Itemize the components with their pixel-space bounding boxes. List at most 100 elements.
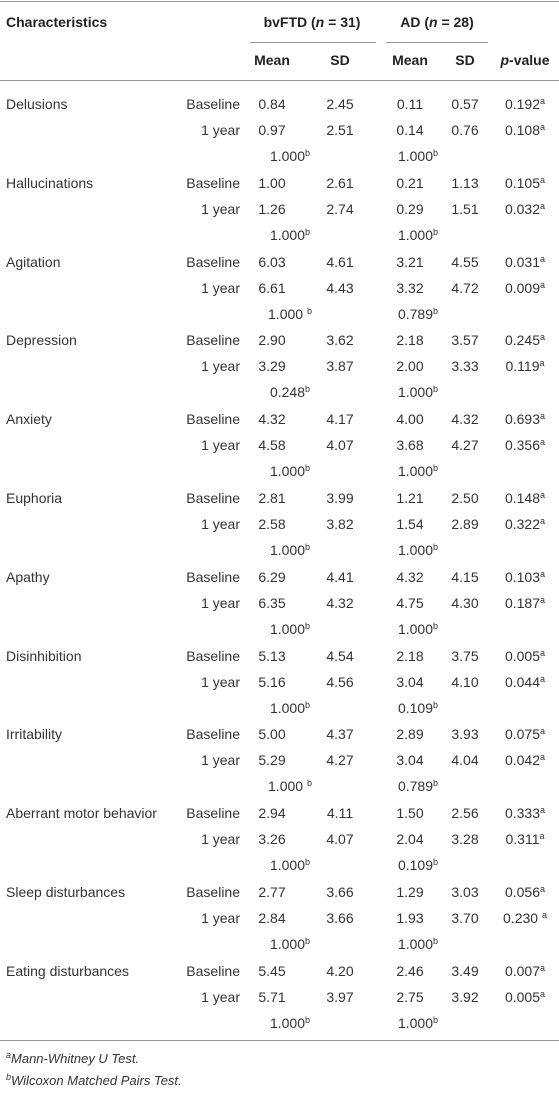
cell-value: 4.32 [451, 410, 478, 428]
within-p-value: 1.000b [398, 1014, 438, 1032]
cell-value: 4.43 [326, 279, 353, 297]
text: 2.90 [258, 332, 286, 349]
cell-value: 5.00 [258, 725, 285, 743]
cell-value: 3.93 [451, 725, 478, 743]
text: 1.50 [396, 805, 424, 822]
text: Baseline [186, 174, 240, 191]
text: 4.20 [326, 962, 354, 979]
text: 2.56 [451, 805, 479, 822]
cell-value: 4.27 [326, 751, 353, 769]
cell-value: 3.33 [451, 357, 478, 375]
text: 1.000 [269, 226, 306, 243]
text: 4.00 [396, 411, 424, 428]
superscript: a [540, 200, 546, 211]
text: 3.82 [326, 516, 354, 532]
cell-value: 3.57 [451, 331, 478, 349]
text: 4.56 [326, 673, 354, 690]
cell-value: 2.04 [396, 830, 423, 848]
cell-value: 1.54 [396, 515, 423, 533]
superscript: b [433, 148, 439, 158]
within-p-value: 1.000b [270, 935, 310, 953]
superscript: a [540, 122, 546, 132]
text: 2.00 [396, 358, 424, 375]
cell-value: 4.11 [327, 804, 353, 822]
text: 4.61 [326, 253, 354, 270]
cell-value: 2.51 [326, 121, 353, 139]
superscript: a [540, 490, 546, 500]
p-value: 0.005a [505, 647, 545, 665]
text: 0.042 [504, 752, 541, 769]
text: 1 year [201, 910, 240, 926]
text: Irritability [6, 726, 63, 743]
text: 0.148 [504, 490, 541, 506]
text: 3.99 [326, 490, 354, 506]
cell-value: 0.14 [396, 121, 423, 139]
cell-value: 0.29 [396, 200, 423, 218]
within-p-value: 1.000b [270, 856, 310, 874]
text: Delusions [6, 96, 68, 112]
text: 1.000 [269, 1014, 306, 1031]
text: 2.51 [326, 122, 354, 138]
superscript: a [539, 831, 545, 842]
text: 1.54 [396, 516, 424, 532]
text: Baseline [186, 490, 240, 506]
row-name: Disinhibition [6, 647, 81, 665]
text: Apathy [6, 568, 50, 585]
p-value: 0.192a [505, 95, 545, 113]
text: 3.75 [451, 647, 479, 664]
text: Baseline [186, 96, 240, 112]
superscript: b [433, 778, 439, 789]
p-value: 0.119a [505, 357, 544, 375]
cell-value: 2.84 [258, 909, 285, 927]
cell-value: 4.15 [451, 568, 478, 586]
row-name: Delusions [6, 95, 67, 113]
text: Agitation [6, 253, 61, 270]
header-characteristics: Characteristics [6, 13, 107, 31]
within-p-value: 1.000b [270, 147, 310, 165]
time-label: 1 year [201, 436, 240, 454]
text: 6.35 [258, 594, 286, 611]
time-label: Baseline [186, 489, 240, 507]
superscript: a [540, 962, 546, 973]
within-p-value: 1.000b [270, 620, 310, 638]
row-name: Depression [6, 331, 77, 349]
text: 2.04 [396, 831, 424, 848]
bottom-rule [0, 1040, 559, 1041]
time-label: Baseline [186, 253, 240, 271]
superscript: a [541, 910, 547, 920]
cell-value: 4.55 [451, 253, 478, 271]
text: 1.000 [269, 699, 306, 716]
text: 1.26 [258, 200, 286, 217]
text: 5.00 [258, 726, 286, 743]
text: 2.50 [451, 490, 479, 506]
cell-value: 2.50 [451, 489, 478, 507]
text: 0.192 [504, 96, 541, 112]
row-name: Sleep disturbances [6, 883, 125, 901]
text: 0.97 [258, 122, 286, 138]
superscript: a [540, 752, 546, 763]
cell-value: 3.66 [326, 883, 353, 901]
superscript: b [433, 620, 439, 631]
cell-value: 4.00 [396, 410, 423, 428]
text: 2.74 [326, 200, 354, 217]
time-label: Baseline [186, 883, 240, 901]
superscript: b [305, 1014, 311, 1025]
text: Baseline [186, 332, 240, 349]
time-label: Baseline [186, 174, 240, 192]
text: 1.00 [258, 174, 286, 191]
text: 4.37 [326, 726, 354, 743]
text: = 28) [437, 14, 474, 30]
text: 4.32 [258, 411, 286, 428]
time-label: Baseline [186, 331, 240, 349]
time-label: 1 year [201, 673, 240, 691]
text: 2.77 [258, 884, 286, 900]
text: 2.61 [326, 174, 354, 191]
cell-value: 1.50 [396, 804, 423, 822]
within-p-value: 1.000b [398, 462, 438, 480]
text: Hallucinations [6, 174, 94, 191]
text: Baseline [186, 411, 240, 428]
p-value: 0.007a [505, 962, 545, 980]
text: 2.18 [396, 332, 424, 349]
cell-value: 5.29 [258, 751, 285, 769]
text: 0.009 [504, 279, 541, 296]
